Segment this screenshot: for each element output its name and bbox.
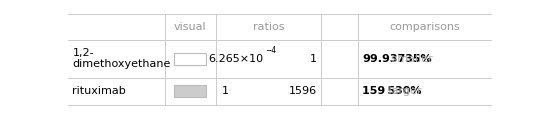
Text: smaller: smaller <box>388 54 433 64</box>
Text: 99.93735%: 99.93735% <box>363 54 432 64</box>
FancyBboxPatch shape <box>174 53 206 65</box>
Text: comparisons: comparisons <box>389 22 460 32</box>
Text: 6.265×10: 6.265×10 <box>208 54 263 64</box>
Text: −4: −4 <box>265 46 276 55</box>
Text: 1596: 1596 <box>289 86 317 96</box>
FancyBboxPatch shape <box>174 85 206 97</box>
Text: visual: visual <box>174 22 206 32</box>
Text: 159 530%: 159 530% <box>363 86 422 96</box>
Text: 1: 1 <box>222 86 229 96</box>
Text: 1: 1 <box>310 54 317 64</box>
Text: larger: larger <box>385 86 422 96</box>
Text: ratios: ratios <box>253 22 284 32</box>
Text: 1,2-
dimethoxyethane: 1,2- dimethoxyethane <box>73 48 171 70</box>
Text: rituximab: rituximab <box>73 86 126 96</box>
